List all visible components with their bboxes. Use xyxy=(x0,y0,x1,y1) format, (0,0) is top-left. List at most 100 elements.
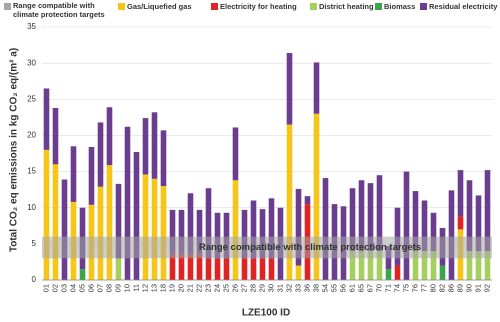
bar-segment xyxy=(358,251,365,280)
bar-segment xyxy=(169,209,176,255)
legend-swatch xyxy=(211,3,218,10)
bar-segment xyxy=(241,258,248,280)
x-tick-label: 08 xyxy=(104,284,113,292)
bar-segment xyxy=(43,88,50,150)
bar-segment xyxy=(97,122,104,187)
x-tick-label: 01 xyxy=(41,284,50,292)
bar-segment xyxy=(484,251,491,280)
x-tick-label: 90 xyxy=(464,284,473,292)
bar-segment xyxy=(115,183,122,259)
x-tick-label: 38 xyxy=(311,284,320,292)
legend: Range compatible with climate protection… xyxy=(4,1,498,19)
x-tick-label: 92 xyxy=(482,284,491,292)
x-axis-title: LZE100 ID xyxy=(242,308,290,319)
bar-segment xyxy=(385,269,392,280)
x-tick-label: 32 xyxy=(284,284,293,292)
x-tick-label: 02 xyxy=(50,284,59,292)
bar-segment xyxy=(124,126,131,280)
bar-segment xyxy=(97,186,104,280)
x-tick-label: 76 xyxy=(410,284,419,292)
x-tick-label: 56 xyxy=(338,284,347,292)
bar-segment xyxy=(115,258,122,280)
bar-segment xyxy=(421,200,428,252)
bar-segment xyxy=(169,254,176,280)
y-tick-label: 20 xyxy=(27,131,36,140)
x-tick-label: 70 xyxy=(374,284,383,292)
bar-segment xyxy=(106,165,113,280)
bar-segment xyxy=(151,178,158,280)
bar-segment xyxy=(79,269,86,280)
bar-segment xyxy=(268,198,275,259)
y-tick-label: 35 xyxy=(27,22,36,31)
bar-segment xyxy=(43,149,50,280)
legend-swatch xyxy=(375,3,382,10)
x-tick-label: 06 xyxy=(86,284,95,292)
x-tick-label: 09 xyxy=(113,284,122,292)
bar-segment xyxy=(421,251,428,280)
x-tick-label: 26 xyxy=(230,284,239,292)
y-tick-label: 5 xyxy=(32,239,37,248)
x-tick-label: 67 xyxy=(365,284,374,292)
x-tick-label: 22 xyxy=(194,284,203,292)
y-tick-label: 0 xyxy=(32,275,37,284)
bar-segment xyxy=(349,251,356,280)
bar-segment xyxy=(430,251,437,280)
x-tick-label: 10 xyxy=(122,284,131,292)
bar-segment xyxy=(205,258,212,280)
legend-label: Range compatible with climate protection… xyxy=(13,1,105,19)
bar-segment xyxy=(223,212,230,259)
y-tick-label: 30 xyxy=(27,58,36,67)
bar-segment xyxy=(403,171,410,280)
x-tick-label: 03 xyxy=(59,284,68,292)
x-tick-label: 13 xyxy=(149,284,158,292)
bar-segment xyxy=(250,258,257,280)
x-tick-label: 54 xyxy=(320,284,329,292)
bar-segment xyxy=(412,191,419,252)
bar-segment xyxy=(466,180,473,252)
x-tick-label: 25 xyxy=(221,284,230,292)
x-tick-label: 89 xyxy=(455,284,464,292)
x-tick-label: 74 xyxy=(392,284,401,292)
bar-segment xyxy=(223,258,230,280)
x-tick-label: 21 xyxy=(185,284,194,292)
bar-segment xyxy=(457,170,464,217)
x-tick-label: 61 xyxy=(347,284,356,292)
bar-segment xyxy=(214,258,221,280)
x-tick-label: 24 xyxy=(212,284,221,292)
bar-segment xyxy=(187,193,194,255)
x-tick-label: 80 xyxy=(428,284,437,292)
bar-segment xyxy=(394,265,401,280)
x-tick-label: 18 xyxy=(158,284,167,292)
bar-segment xyxy=(52,107,59,165)
bar-segment xyxy=(160,130,167,187)
x-tick-label: 82 xyxy=(437,284,446,292)
bar-segment xyxy=(313,62,320,114)
bar-segment xyxy=(475,195,482,252)
legend-label: District heating xyxy=(319,2,374,11)
bar-segment xyxy=(151,112,158,179)
target-band xyxy=(42,236,492,259)
bar-segment xyxy=(214,212,221,259)
bar-segment xyxy=(457,216,464,230)
bar-segment xyxy=(484,170,491,252)
bar-segment xyxy=(88,146,95,205)
x-tick-label: 71 xyxy=(383,284,392,292)
bar-segment xyxy=(358,180,365,252)
bar-segment xyxy=(475,251,482,280)
bar-segment xyxy=(250,200,257,259)
bar-segment xyxy=(367,183,374,252)
y-tick-label: 15 xyxy=(27,167,36,176)
x-tick-label: 75 xyxy=(401,284,410,292)
bar-segment xyxy=(367,251,374,280)
bar-segment xyxy=(232,127,239,181)
x-tick-label: 19 xyxy=(167,284,176,292)
bar-segment xyxy=(178,254,185,280)
bar-segment xyxy=(142,174,149,280)
x-tick-label: 91 xyxy=(473,284,482,292)
legend-label: Gas/Liquefied gas xyxy=(127,2,192,11)
x-tick-label: 28 xyxy=(248,284,257,292)
legend-label: Electricity for heating xyxy=(220,2,297,11)
legend-swatch xyxy=(4,3,11,10)
x-tick-label: 05 xyxy=(77,284,86,292)
